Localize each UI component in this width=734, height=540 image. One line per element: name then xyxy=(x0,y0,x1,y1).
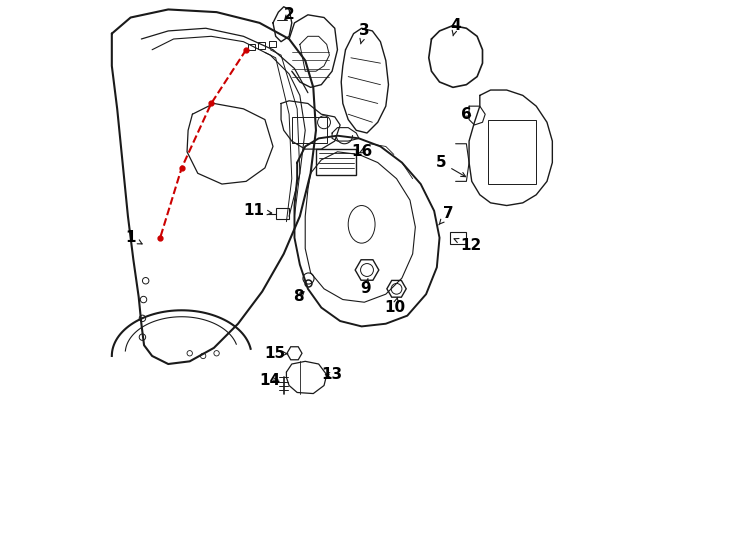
Bar xyxy=(269,40,276,47)
Bar xyxy=(292,117,327,143)
Text: 7: 7 xyxy=(439,206,454,225)
Bar xyxy=(316,149,356,175)
Text: 14: 14 xyxy=(260,373,281,388)
Text: 16: 16 xyxy=(351,144,372,159)
Text: 15: 15 xyxy=(264,346,288,361)
Bar xyxy=(276,208,289,219)
Text: 5: 5 xyxy=(436,155,465,177)
Text: 9: 9 xyxy=(360,279,371,296)
Bar xyxy=(488,119,537,184)
Bar xyxy=(258,42,266,49)
Text: 11: 11 xyxy=(244,204,272,218)
Bar xyxy=(450,232,466,244)
Text: 10: 10 xyxy=(385,298,405,315)
Text: 4: 4 xyxy=(451,18,461,36)
Text: 12: 12 xyxy=(454,238,482,253)
Text: 2: 2 xyxy=(284,8,294,22)
Text: 1: 1 xyxy=(126,230,142,245)
Text: 6: 6 xyxy=(461,107,472,122)
Text: 3: 3 xyxy=(359,23,370,44)
Bar xyxy=(248,44,255,50)
Text: 8: 8 xyxy=(294,289,304,305)
Text: 13: 13 xyxy=(321,367,343,382)
